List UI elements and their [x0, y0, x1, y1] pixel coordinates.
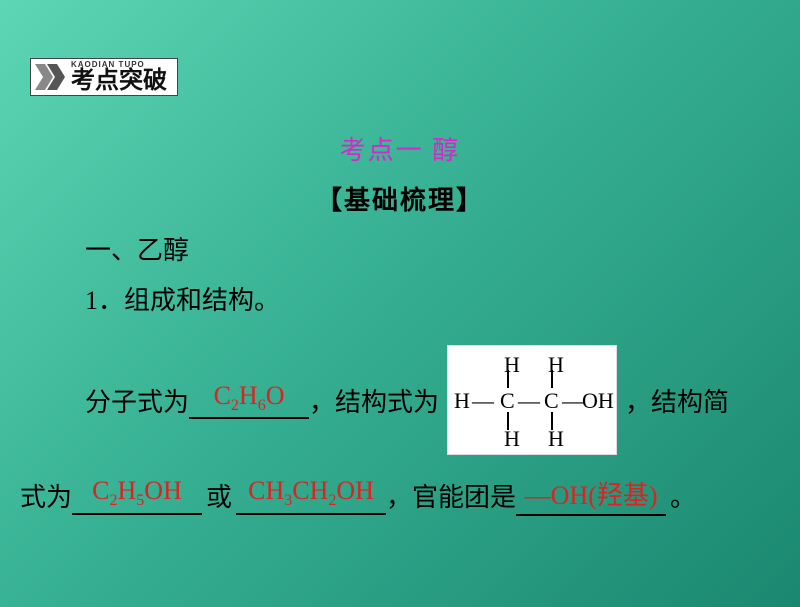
- section-heading-2: 1．组成和结构。: [85, 280, 280, 317]
- text-segment: 分子式为: [85, 382, 189, 419]
- answer-condensed-formula-1: C2H5OH: [92, 476, 182, 505]
- topic-title: 考点一 醇: [0, 130, 800, 167]
- logo-main-text: 考点突破: [71, 69, 167, 93]
- atom-oh: OH: [582, 388, 614, 414]
- bond: —: [518, 388, 540, 414]
- blank-molecular-formula: C2H6O: [189, 381, 309, 419]
- atom-c: C: [500, 388, 515, 414]
- blank-functional-group: —OH(羟基): [516, 475, 666, 516]
- atom-c: C: [544, 388, 559, 414]
- text-segment: 或: [206, 477, 232, 514]
- topic-subtitle: 【基础梳理】: [0, 180, 800, 217]
- answer-condensed-formula-2: CH3CH2OH: [248, 476, 374, 505]
- answer-functional-group: —OH(羟基): [525, 481, 658, 510]
- answer-molecular-formula: C2H6O: [214, 381, 285, 410]
- text-segment: ，结构式为: [309, 382, 439, 419]
- structural-formula-diagram: H H H — C — C — OH H H: [447, 345, 617, 455]
- blank-condensed-formula-2: CH3CH2OH: [236, 476, 386, 514]
- text-segment: ，官能团是: [386, 477, 516, 514]
- blank-condensed-formula-1: C2H5OH: [72, 476, 202, 514]
- text-segment: ，结构简: [625, 382, 729, 419]
- logo-badge: KAODIAN TUPO 考点突破: [30, 58, 178, 96]
- text-segment: 。: [670, 477, 696, 514]
- content-line-2: 式为 C2H5OH 或 CH3CH2OH ，官能团是 —OH(羟基) 。: [20, 475, 700, 516]
- text-segment: 式为: [20, 477, 72, 514]
- content-line-1: 分子式为 C2H6O ，结构式为 H H H — C — C — OH H H …: [85, 345, 729, 455]
- bond: —: [562, 388, 584, 414]
- logo-chevron-icon: [35, 64, 67, 90]
- section-heading-1: 一、乙醇: [85, 230, 189, 267]
- bond: —: [472, 388, 494, 414]
- atom-h: H: [454, 388, 470, 414]
